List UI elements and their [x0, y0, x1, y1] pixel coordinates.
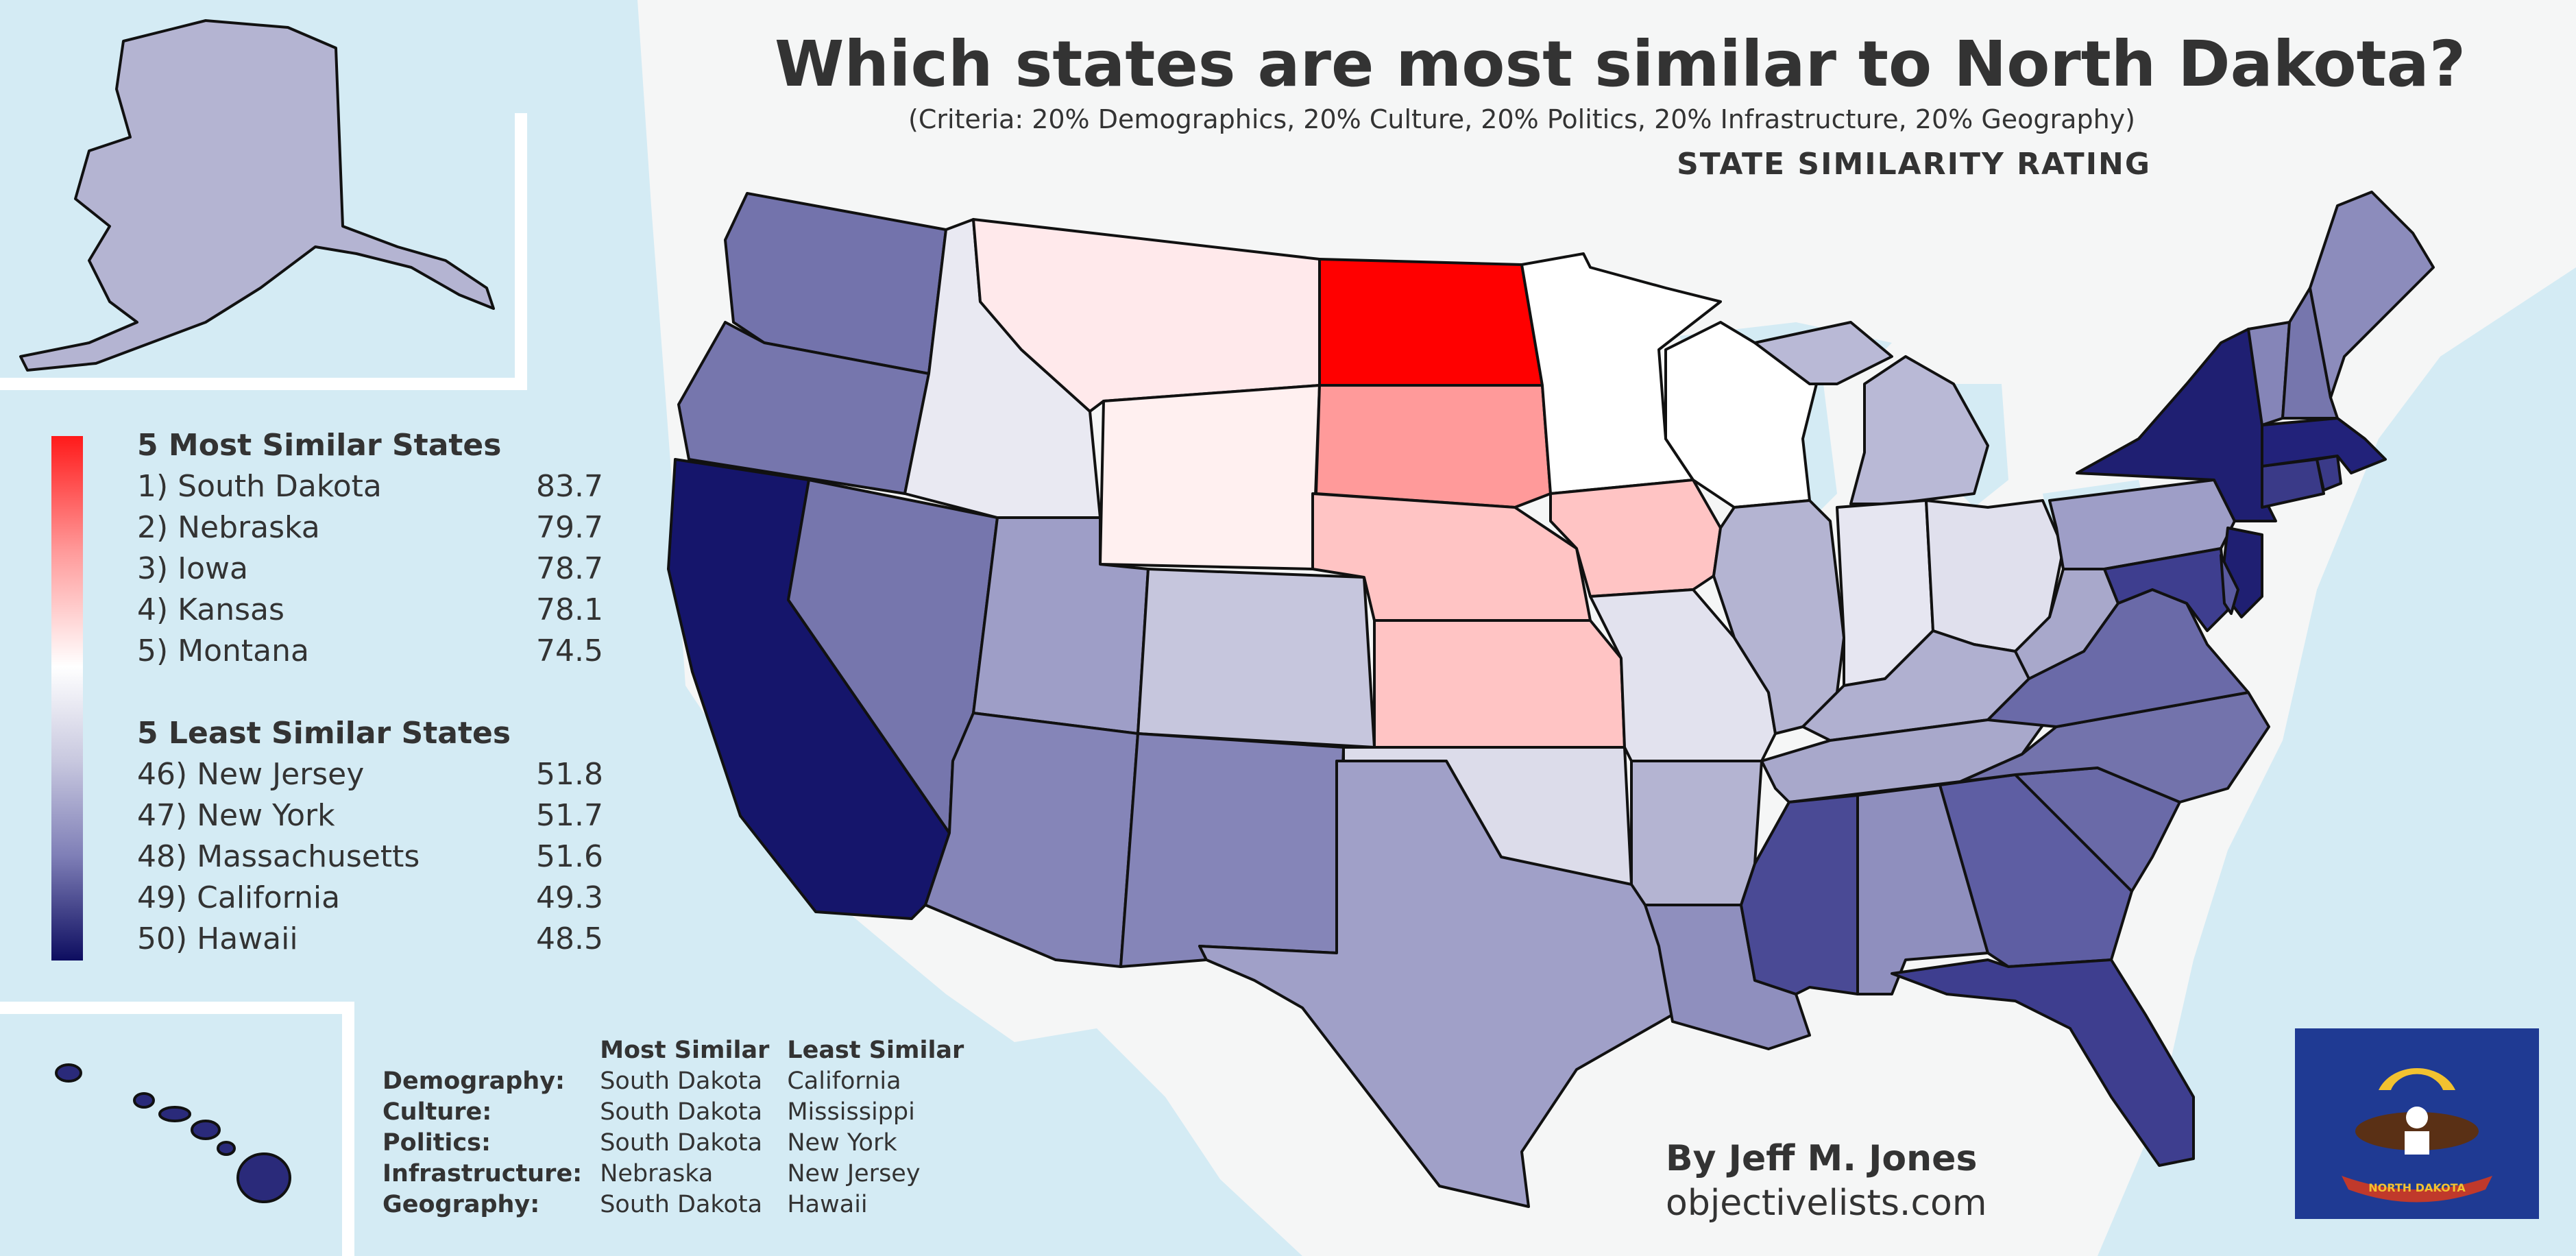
- map-subtitle: (Criteria: 20% Demographics, 20% Culture…: [908, 104, 2135, 134]
- criterion-most: South Dakota: [600, 1067, 763, 1095]
- state-massachusetts[interactable]: [2261, 417, 2387, 474]
- color-scale-bar: [51, 436, 83, 961]
- criterion-most: South Dakota: [600, 1098, 763, 1126]
- legend-value: 83.7: [536, 469, 603, 504]
- criterion-most: South Dakota: [600, 1191, 763, 1218]
- state-wisconsin[interactable]: [1664, 321, 1818, 509]
- legend-value: 51.6: [536, 839, 603, 874]
- criteria-row: Culture: South Dakota Mississippi: [382, 1097, 982, 1128]
- legend-value: 51.7: [536, 798, 603, 833]
- legend-value: 49.3: [536, 880, 603, 915]
- state-illinois[interactable]: [1712, 499, 1845, 735]
- state-delaware[interactable]: [2220, 554, 2239, 615]
- criterion-least: Mississippi: [787, 1098, 915, 1126]
- legend-label: 46) New Jersey: [137, 757, 365, 792]
- legend-label: 1) South Dakota: [137, 469, 382, 504]
- criterion-least: New York: [787, 1129, 897, 1157]
- criteria-row: Politics: South Dakota New York: [382, 1128, 982, 1159]
- state-colorado[interactable]: [1137, 568, 1376, 749]
- legend-value: 48.5: [536, 921, 603, 956]
- legend-row: 46) New Jersey 51.8: [137, 754, 603, 795]
- legend-row: 3) Iowa 78.7: [137, 548, 603, 590]
- state-florida[interactable]: [1891, 958, 2195, 1167]
- state-north-dakota[interactable]: [1318, 258, 1544, 387]
- state-missouri[interactable]: [1589, 588, 1777, 762]
- legend-label: 50) Hawaii: [137, 921, 298, 956]
- legend-value: 79.7: [536, 510, 603, 545]
- state-arkansas[interactable]: [1630, 760, 1763, 906]
- legend-value: 51.8: [536, 757, 603, 792]
- most-similar-column-header: Most Similar: [600, 1037, 770, 1064]
- legend-label: 4) Kansas: [137, 592, 284, 627]
- author-byline: By Jeff M. Jones: [1666, 1138, 1978, 1179]
- criterion-least: New Jersey: [787, 1160, 921, 1187]
- legend-value: 74.5: [536, 633, 603, 668]
- legend-row: 4) Kansas 78.1: [137, 590, 603, 631]
- least-similar-header: 5 Least Similar States: [137, 716, 511, 751]
- legend-label: 3) Iowa: [137, 551, 248, 586]
- criteria-table: Most Similar Least Similar Demography: S…: [382, 1035, 982, 1220]
- legend-row: 49) California 49.3: [137, 878, 603, 919]
- rating-label: STATE SIMILARITY RATING: [1677, 147, 2151, 182]
- state-new-mexico[interactable]: [1119, 732, 1345, 968]
- site-link[interactable]: objectivelists.com: [1666, 1183, 1987, 1224]
- state-maine[interactable]: [2309, 191, 2435, 399]
- most-similar-header: 5 Most Similar States: [137, 428, 502, 463]
- legend-label: 48) Massachusetts: [137, 839, 420, 874]
- criterion-least: Hawaii: [787, 1191, 868, 1218]
- legend-row: 47) New York 51.7: [137, 795, 603, 836]
- state-hawaii[interactable]: [55, 1063, 291, 1203]
- legend-row: 50) Hawaii 48.5: [137, 919, 603, 960]
- legend-label: 2) Nebraska: [137, 510, 320, 545]
- legend-label: 47) New York: [137, 798, 335, 833]
- criterion-label: Geography:: [382, 1191, 540, 1218]
- legend-row: 5) Montana 74.5: [137, 631, 603, 672]
- criterion-label: Culture:: [382, 1098, 492, 1126]
- flag-artwork: NORTH DAKOTA: [2342, 1067, 2492, 1203]
- criteria-row: Infrastructure: Nebraska New Jersey: [382, 1159, 982, 1189]
- state-minnesota[interactable]: [1520, 252, 1722, 495]
- legend-value: 78.7: [536, 551, 603, 586]
- state-michigan[interactable]: [1753, 321, 1989, 505]
- legend-label: 5) Montana: [137, 633, 309, 668]
- legend-value: 78.1: [536, 592, 603, 627]
- criterion-label: Politics:: [382, 1129, 491, 1157]
- criterion-label: Infrastructure:: [382, 1160, 583, 1187]
- criterion-most: South Dakota: [600, 1129, 763, 1157]
- legend-row: 48) Massachusetts 51.6: [137, 836, 603, 878]
- state-new-hampshire[interactable]: [2281, 287, 2339, 420]
- state-texas[interactable]: [1198, 760, 1674, 1208]
- legend-row: 2) Nebraska 79.7: [137, 507, 603, 548]
- legend-label: 49) California: [137, 880, 341, 915]
- state-alaska[interactable]: [19, 19, 495, 372]
- alaska-inset-frame: [0, 113, 527, 390]
- legend-row: 1) South Dakota 83.7: [137, 466, 603, 507]
- state-north-carolina[interactable]: [1959, 691, 2270, 804]
- criterion-label: Demography:: [382, 1067, 566, 1095]
- legend: 5 Most Similar States 1) South Dakota 83.…: [137, 425, 603, 960]
- criterion-least: California: [787, 1067, 901, 1095]
- state-south-dakota[interactable]: [1315, 384, 1552, 509]
- criteria-row: Demography: South Dakota California: [382, 1066, 982, 1097]
- state-wyoming[interactable]: [1099, 384, 1321, 570]
- criterion-most: Nebraska: [600, 1160, 714, 1187]
- map-title: Which states are most similar to North D…: [775, 27, 2466, 101]
- state-kansas[interactable]: [1373, 619, 1626, 749]
- least-similar-column-header: Least Similar: [787, 1037, 964, 1064]
- hawaii-inset-frame: [0, 1002, 354, 1256]
- criteria-row: Geography: South Dakota Hawaii: [382, 1189, 982, 1220]
- flag-banner-text: NORTH DAKOTA: [2368, 1181, 2466, 1194]
